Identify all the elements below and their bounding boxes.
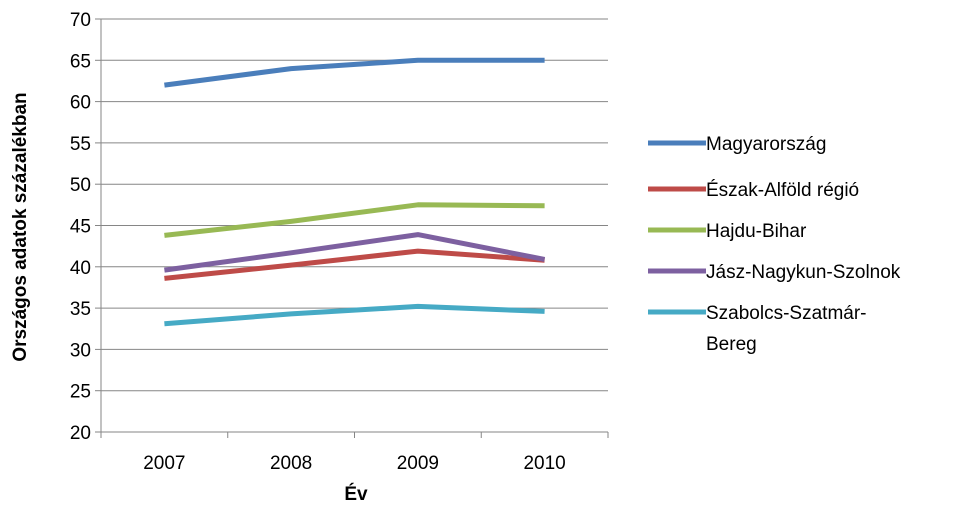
series-line (164, 303, 545, 327)
legend-label: Észak-Alföld régió (706, 180, 859, 201)
y-tick-label: 60 (70, 93, 91, 114)
y-tick-label: 45 (70, 217, 91, 238)
legend-label: Magyarország (706, 134, 826, 155)
y-tick-label: 30 (70, 340, 91, 361)
series-line (164, 232, 546, 273)
y-tick-label: 35 (70, 299, 91, 320)
y-tick-label: 65 (70, 51, 91, 72)
series-line (164, 202, 545, 238)
series-line (164, 57, 545, 88)
axes (95, 18, 609, 438)
x-tick-label: 2007 (143, 453, 185, 474)
legend-label: Szabolcs-Szatmár- (706, 303, 867, 324)
legend-label: Hajdu-Bihar (706, 221, 807, 242)
legend: Magyarország Észak-Alföld régió Hajdu-Biha… (648, 134, 901, 355)
x-tick-label: 2010 (523, 453, 565, 474)
series-lines (164, 57, 546, 327)
y-tick-label: 50 (70, 175, 91, 196)
x-tick-label: 2008 (270, 453, 312, 474)
y-tick-label: 70 (70, 10, 91, 31)
series-line (164, 248, 545, 281)
y-tick-label: 40 (70, 258, 91, 279)
y-tick-label: 20 (70, 423, 91, 444)
y-tick-label: 25 (70, 382, 91, 403)
legend-label: Bereg (706, 334, 757, 355)
y-tick-label: 55 (70, 134, 91, 155)
y-axis-title: Országos adatok százalékban (10, 92, 31, 361)
x-axis-title: Év (344, 483, 368, 505)
legend-label: Jász-Nagykun-Szolnok (706, 262, 901, 283)
tick-labels: 20 25 30 35 40 45 50 55 60 65 70 2007 2008 2009 2010 (70, 10, 566, 474)
x-tick-label: 2009 (397, 453, 439, 474)
